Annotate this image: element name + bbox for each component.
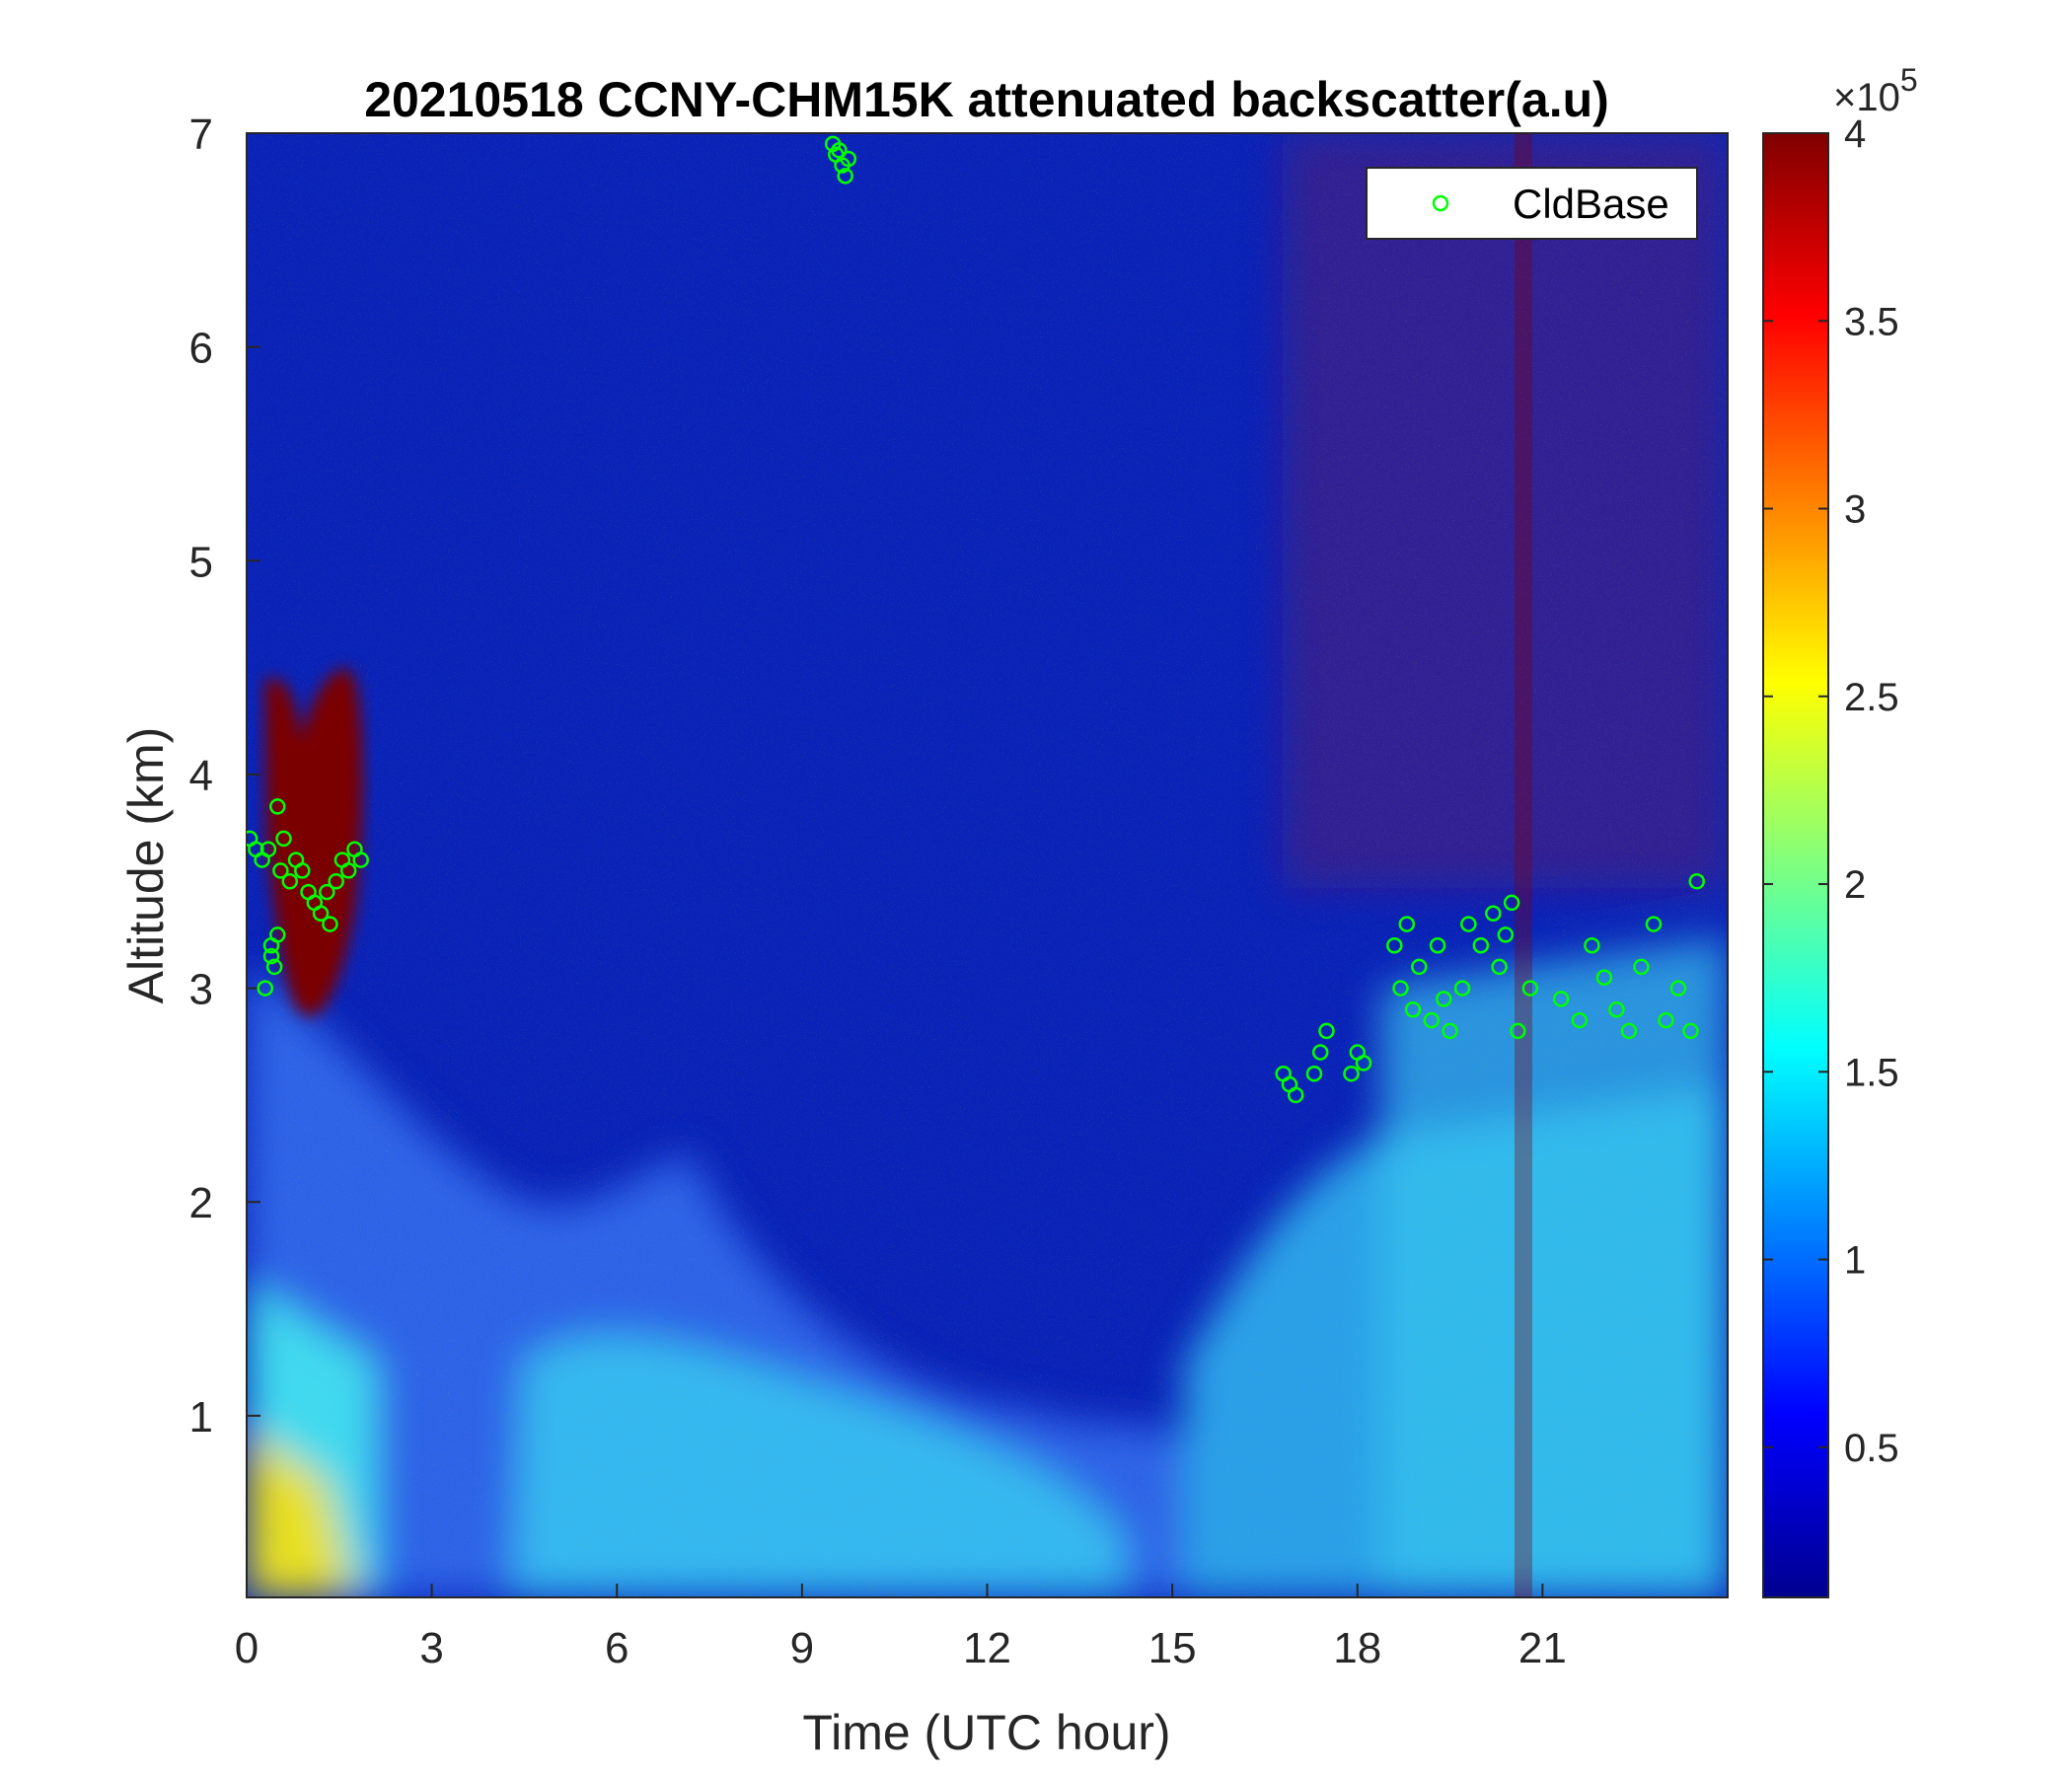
y-tick-label: 4 (189, 752, 213, 800)
cldbase-point (1429, 936, 1446, 954)
cldbase-point (1682, 1022, 1699, 1040)
cldbase-point (831, 142, 848, 159)
y-tick-label: 3 (189, 966, 213, 1014)
x-tick-label: 0 (235, 1624, 259, 1672)
cldbase-point (1404, 1000, 1422, 1018)
cldbase-point (1411, 958, 1428, 976)
cldbase-point (1571, 1011, 1589, 1029)
colorbar (1762, 132, 1829, 1598)
cldbase-point (1658, 1011, 1674, 1029)
heatmap-cloud (264, 668, 363, 1016)
colorbar-axis: 0.5 1 1.5 2 2.5 3 3.5 4 (1763, 112, 1899, 1470)
cldbase-point (1472, 936, 1490, 954)
cldbase-point (339, 862, 357, 879)
x-tick-label: 21 (1518, 1624, 1567, 1672)
cldbase-point (1386, 936, 1403, 954)
cldbase-point (262, 947, 280, 965)
cldbase-point (281, 872, 299, 890)
x-axis-label: Time (UTC hour) (802, 1705, 1170, 1760)
colorbar-tick-label: 0.5 (1844, 1427, 1899, 1470)
colorbar-tick-label: 1.5 (1844, 1051, 1899, 1094)
legend-marker-cldbase (1432, 194, 1449, 212)
heatmap-noise-cool (247, 133, 1728, 1597)
colorbar-exponent-base: ×10 (1833, 76, 1900, 119)
cldbase-point (1584, 936, 1600, 954)
cldbase-point (275, 830, 292, 848)
colorbar-tick-label: 2 (1844, 863, 1866, 907)
cldbase-point (294, 862, 311, 879)
cldbase-point (837, 168, 853, 185)
legend-box (1366, 167, 1698, 240)
cldbase-point (1305, 1065, 1323, 1082)
y-axis-label: Altitude (km) (118, 727, 174, 1004)
cldbase-series (247, 135, 1705, 1104)
colorbar-tick-label: 2.5 (1844, 676, 1899, 719)
cldbase-point (1318, 1022, 1335, 1040)
x-tick-label: 18 (1333, 1624, 1381, 1672)
cldbase-point (1491, 958, 1508, 976)
cldbase-point (319, 883, 335, 901)
y-tick-label: 6 (189, 325, 213, 373)
colorbar-exponent-power: 5 (1900, 62, 1918, 98)
cldbase-point (1392, 980, 1409, 997)
y-tick-label: 1 (189, 1393, 213, 1442)
chart-title: 20210518 CCNY-CHM15K attenuated backscat… (364, 72, 1609, 127)
colorbar-tick-label: 1 (1844, 1239, 1866, 1283)
cldbase-point (1311, 1044, 1329, 1061)
cldbase-point (322, 916, 338, 932)
legend-label-cldbase: CldBase (1513, 181, 1669, 227)
cldbase-point (269, 926, 286, 943)
heatmap-column-streak (1515, 133, 1532, 1597)
cldbase-point (1398, 916, 1416, 932)
x-axis: 0 3 6 9 12 15 18 21 (235, 1584, 1567, 1672)
cldbase-point (1521, 980, 1539, 997)
x-tick-label: 9 (790, 1624, 814, 1672)
y-tick-label: 5 (189, 538, 213, 586)
cldbase-point (1552, 991, 1570, 1007)
cldbase-point (840, 150, 857, 168)
colorbar-exponent: ×105 (1833, 62, 1918, 119)
cldbase-point (328, 872, 344, 890)
colorbar-tick-label: 4 (1844, 112, 1866, 156)
cldbase-point (1633, 958, 1650, 976)
cldbase-point (265, 958, 283, 976)
cldbase-point (1497, 926, 1515, 943)
cldbase-point (1453, 980, 1471, 997)
cldbase-point (257, 980, 274, 997)
cldbase-point (1595, 969, 1613, 986)
cldbase-point (1608, 1000, 1625, 1018)
cldbase-point (1442, 1022, 1458, 1040)
x-tick-label: 6 (605, 1624, 629, 1672)
cldbase-point (272, 862, 289, 879)
cldbase-point (1688, 872, 1705, 890)
cldbase-point (1620, 1022, 1638, 1040)
cldbase-point (1423, 1011, 1441, 1029)
cldbase-point (1645, 916, 1663, 932)
cldbase-point (1485, 905, 1502, 922)
cldbase-point (1287, 1086, 1304, 1104)
y-tick-label: 2 (189, 1179, 213, 1227)
cldbase-point (1343, 1065, 1360, 1082)
cldbase-point (1503, 894, 1520, 912)
colorbar-tick-label: 3 (1844, 488, 1866, 532)
y-tick-label: 7 (189, 111, 213, 159)
cldbase-point (1669, 980, 1687, 997)
cldbase-point (1460, 916, 1477, 932)
cldbase-point (352, 851, 369, 868)
cldbase-point (1355, 1055, 1372, 1072)
cldbase-point (269, 798, 286, 815)
heatmap (247, 133, 1728, 1597)
cldbase-point (1510, 1022, 1526, 1040)
x-tick-label: 3 (419, 1624, 443, 1672)
cldbase-point (312, 905, 330, 922)
x-tick-label: 15 (1148, 1624, 1197, 1672)
x-tick-label: 12 (963, 1624, 1011, 1672)
cldbase-point (1436, 991, 1452, 1007)
legend: CldBase (1366, 167, 1698, 240)
colorbar-tick-label: 3.5 (1844, 300, 1899, 343)
cldbase-point (259, 841, 277, 858)
